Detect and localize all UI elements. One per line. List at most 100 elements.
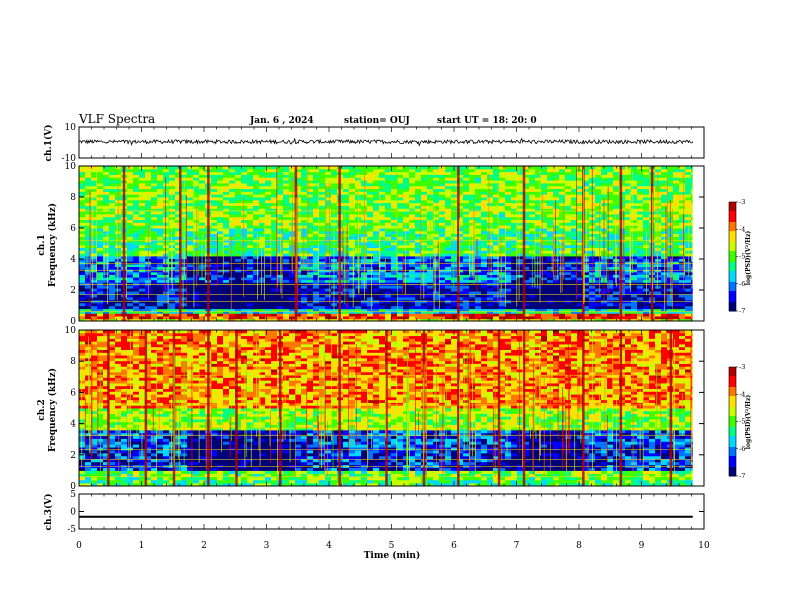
ch1-spectrogram-cell xyxy=(385,213,392,218)
ch1-spectrogram-cell xyxy=(229,236,236,240)
ch1-spectrogram-cell xyxy=(505,302,512,307)
ch1-spectrogram-cell xyxy=(385,308,392,312)
ch1-spectrogram-cell xyxy=(301,228,308,232)
ch1-spectrogram-cell xyxy=(451,282,458,286)
ch1-spectrogram-cell xyxy=(235,244,242,249)
ch1-spectrogram-cell xyxy=(235,277,242,281)
ch1-spectrogram-cell xyxy=(427,277,434,281)
ch1-spectrogram-cell xyxy=(457,279,464,283)
ch1-spectrogram-cell xyxy=(247,241,254,246)
ch1-spectrogram-cell xyxy=(661,194,668,198)
ch1-spectrogram-cell xyxy=(277,305,284,310)
ch1-spectrogram-cell xyxy=(79,313,86,317)
ch1-spectrogram-cell xyxy=(577,236,584,240)
ch1-spectrogram-cell xyxy=(619,310,626,314)
ch1-spectrogram-cell xyxy=(103,222,110,226)
ch1-spectrogram-cell xyxy=(301,233,308,237)
ch1-spectrogram-cell xyxy=(301,194,308,198)
ch1-spectrogram-cell xyxy=(85,230,92,235)
ch1-spectrogram-cell xyxy=(265,211,272,215)
ch1-spectrogram-cell xyxy=(283,315,290,320)
ch1-spectrogram-cell xyxy=(577,308,584,312)
ch1-spectrogram-cell xyxy=(301,239,308,243)
ch1-spectrogram-cell xyxy=(511,274,518,278)
ch1-spectrogram-cell xyxy=(175,233,182,237)
ch1-spectrogram-cell xyxy=(673,274,680,278)
ch1-spectrogram-cell xyxy=(259,282,266,286)
ch1-spectrogram-cell xyxy=(319,282,326,286)
ch1-spectrogram-cell xyxy=(331,197,338,201)
ch1-spectrogram-cell xyxy=(319,202,326,206)
ch1-spectrogram-cell xyxy=(685,313,692,317)
ch1-spectrogram-cell xyxy=(673,228,680,232)
ch1-spectrogram-cell xyxy=(85,305,92,310)
ch1-spectrogram-cell xyxy=(199,194,206,198)
ch1-spectrogram-cell xyxy=(451,208,458,212)
ch1-spectrogram-cell xyxy=(463,199,470,204)
ch1-spectrogram-cell xyxy=(325,263,332,268)
ch1-spectrogram-cell xyxy=(553,282,560,286)
ch1-spectrogram-cell xyxy=(355,308,362,312)
ch1-spectrogram-cell xyxy=(391,253,398,257)
ch1-spectrogram-cell xyxy=(307,315,314,320)
ch1-spectrogram-cell xyxy=(493,279,500,283)
ch1-spectrogram-cell xyxy=(499,230,506,235)
ch1-spectrogram-cell xyxy=(607,244,614,249)
ch1-spectrogram-cell xyxy=(193,285,200,289)
ch1-spectrogram-cell xyxy=(631,241,638,246)
ch1-spectrogram-cell xyxy=(463,197,470,201)
ch1-spectrogram-cell xyxy=(367,239,374,243)
ch1-spectrogram-cell xyxy=(457,315,464,320)
ch1-spectrogram-cell xyxy=(385,274,392,278)
ch1-spectrogram-cell xyxy=(595,279,602,283)
ch1-spectrogram-image xyxy=(79,166,704,321)
ch1-spectrogram-cell xyxy=(145,188,152,192)
ch1-spectrogram-cell xyxy=(193,313,200,317)
ch1-spectrogram-cell xyxy=(445,253,452,257)
ch1-spectrogram-cell xyxy=(343,310,350,314)
ch1-spectrogram-cell xyxy=(523,216,530,221)
ch1-spectrogram-cell xyxy=(463,285,470,289)
ch1-spectrogram-cell xyxy=(265,199,272,204)
ch1-spectrogram-cell xyxy=(613,241,620,246)
ch1-spectrogram-cell xyxy=(235,308,242,312)
ch1-spectrogram-cell xyxy=(415,228,422,232)
ch1-spectrogram-cell xyxy=(331,199,338,204)
ch1-spectrogram-cell xyxy=(481,230,488,235)
ch1-spectrogram-cell xyxy=(235,258,242,262)
ch1-spectrogram-cell xyxy=(535,258,542,262)
ch1-spectrogram-cell xyxy=(97,266,104,270)
ch1-spectrogram-cell xyxy=(313,199,320,204)
ch1-spectrogram-cell xyxy=(127,253,134,257)
ch1-spectrogram-cell xyxy=(163,266,170,270)
ch1-spectrogram-cell xyxy=(595,250,602,254)
ch1-spectrogram-cell xyxy=(373,230,380,235)
ch1-spectrogram-cell xyxy=(253,279,260,283)
ch1-spectrogram-cell xyxy=(277,205,284,209)
ch1-spectrogram-cell xyxy=(295,194,302,198)
ch1-spectrogram-cell xyxy=(313,197,320,201)
ch1-spectrogram-cell xyxy=(637,197,644,201)
ch1-spectrogram-cell xyxy=(661,247,668,251)
ch1-spectrogram-cell xyxy=(217,247,224,251)
ch1-spectrogram-cell xyxy=(625,274,632,278)
ch1-spectrogram-cell xyxy=(505,261,512,265)
ch1-spectrogram-cell xyxy=(307,274,314,278)
ch1-spectrogram-cell xyxy=(415,197,422,201)
ch1-spectrogram-cell xyxy=(607,277,614,281)
ch1-spectrogram-cell xyxy=(277,310,284,314)
ch1-spectrogram-cell xyxy=(247,228,254,232)
ch1-spectrogram-cell xyxy=(493,213,500,218)
ch1-spectrogram-cell xyxy=(211,230,218,235)
ch1-spectrogram-cell xyxy=(451,250,458,254)
ch1-spectrogram-cell xyxy=(499,274,506,278)
ch1-spectrogram-cell xyxy=(265,291,272,295)
ch1-spectrogram-cell xyxy=(613,310,620,314)
ch1-spectrogram-cell xyxy=(451,236,458,240)
ch1-spectrogram-cell xyxy=(439,296,446,301)
ch1-spectrogram-cell xyxy=(325,199,332,204)
ch1-spectrogram-cell xyxy=(307,253,314,257)
ch1-spectrogram-cell xyxy=(571,199,578,204)
ch1-spectrogram-cell xyxy=(625,216,632,221)
ch1-spectrogram-cell xyxy=(133,244,140,249)
